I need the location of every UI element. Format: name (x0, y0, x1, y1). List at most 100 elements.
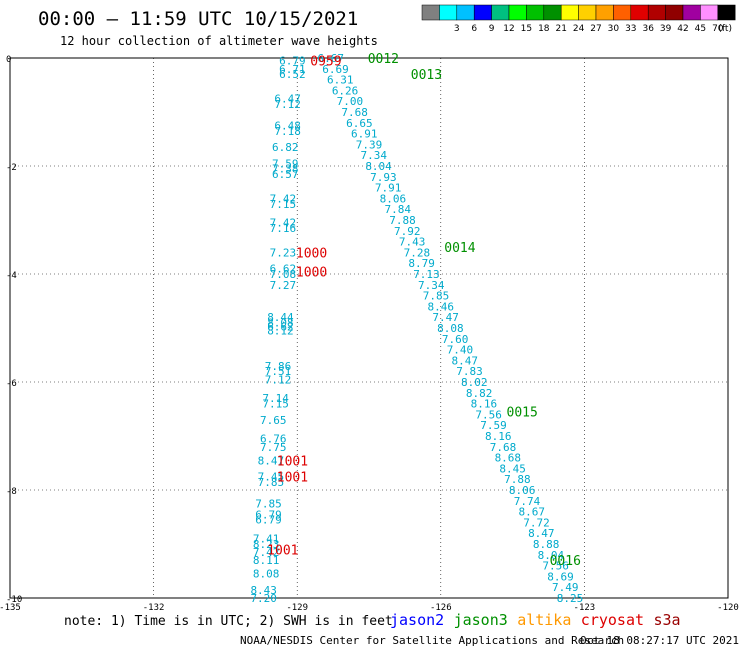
wave-height-value: 7.34 (361, 149, 388, 162)
wave-height-color-scale: 3 6 9 12 15 18 21 24 27 30 33 36 39 42 45 70(ft) (421, 4, 736, 34)
wave-height-value: 7.74 (514, 495, 541, 508)
scale-swatch (456, 4, 475, 21)
y-tick-labels: 0 -2 -4 -6 -8 -10 (6, 55, 22, 605)
scale-label: 21 (555, 24, 566, 34)
wave-height-value: 6.91 (351, 128, 378, 141)
wave-height-value: 7.12 (274, 98, 301, 111)
wave-height-value: 8.08 (267, 317, 294, 330)
wave-height-value: 7.56 (542, 560, 569, 573)
wave-height-value: 8.11 (253, 554, 280, 567)
scale-label: 27 (590, 24, 601, 34)
wave-height-value: 7.86 (265, 360, 292, 373)
wave-height-value: 7.42 (253, 546, 280, 559)
scale-label: 9 (489, 24, 495, 34)
pass-time-label: 0014 (444, 241, 475, 256)
wave-height-value: 6.79 (255, 508, 282, 521)
chart-title: 00:00 – 11:59 UTC 10/15/2021 (38, 8, 358, 30)
wave-height-value: 6.76 (260, 433, 287, 446)
wave-height-value: 8.46 (428, 300, 455, 313)
scale-swatch (473, 4, 492, 21)
wave-height-value: 7.00 (337, 95, 364, 108)
scale-swatch (665, 4, 684, 21)
wave-height-value: 7.20 (250, 592, 277, 605)
wave-height-value: 7.16 (270, 222, 297, 235)
wave-height-value: 7.75 (260, 441, 287, 454)
scale-swatch (595, 4, 614, 21)
wave-height-value: 7.39 (356, 138, 383, 151)
wave-height-value: 6.71 (279, 63, 306, 76)
scale-label: 39 (660, 24, 672, 34)
wave-height-value: 8.08 (437, 322, 464, 335)
wave-height-value: 7.14 (262, 392, 289, 405)
wave-height-value: 7.85 (423, 290, 450, 303)
satellite-label-s3a: s3a (654, 611, 681, 629)
pass-time-label: 0015 (507, 406, 538, 421)
satellite-label-altika: altika (517, 611, 571, 629)
wave-height-value: 8.06 (380, 192, 407, 205)
x-tick-label: -126 (430, 603, 452, 613)
wave-height-value: 7.15 (262, 398, 289, 411)
scale-unit: (ft) (718, 24, 732, 34)
wave-height-value: 7.38 (272, 163, 299, 176)
scale-swatch (491, 4, 510, 21)
wave-height-value: 7.60 (442, 333, 469, 346)
wave-height-value: 7.59 (272, 157, 299, 170)
satellite-label-cryosat: cryosat (581, 611, 644, 629)
wave-height-value: 8.23 (253, 538, 280, 551)
x-tick-label: -120 (717, 603, 739, 613)
wave-height-value: 7.84 (384, 203, 411, 216)
wave-height-value: 7.85 (255, 498, 282, 511)
scale-swatch (526, 4, 545, 21)
wave-height-value: 8.82 (466, 387, 493, 400)
wave-height-values: 6.796.716.526.477.126.487.186.827.597.38… (250, 52, 583, 605)
satellite-legend: jason2 jason3 altika cryosat s3a (390, 611, 681, 629)
plot-frame (9, 57, 729, 599)
wave-height-value: 6.79 (255, 514, 282, 527)
wave-height-value: 8.04 (538, 549, 565, 562)
wave-height-value: 8.88 (533, 538, 560, 551)
wave-height-value: 8.06 (509, 484, 536, 497)
scale-swatch (421, 4, 440, 21)
scale-swatch (613, 4, 632, 21)
wave-height-value: 7.91 (375, 182, 402, 195)
wave-height-value: 7.59 (480, 419, 507, 432)
wave-height-value: 7.43 (399, 236, 426, 249)
pass-time-label: 0012 (368, 52, 399, 67)
wave-height-value: 8.47 (451, 354, 478, 367)
pass-time-label: 1001 (277, 471, 308, 486)
chart-subtitle: 12 hour collection of altimeter wave hei… (60, 34, 378, 48)
scale-swatch (543, 4, 562, 21)
wave-height-value: 8.02 (461, 376, 488, 389)
scale-label: 45 (695, 24, 706, 34)
y-tick-label: -10 (6, 595, 22, 605)
wave-height-value: 8.43 (250, 584, 277, 597)
scale-label: 30 (608, 24, 620, 34)
wave-height-value: 7.27 (270, 279, 297, 292)
wave-height-value: 8.79 (408, 257, 435, 270)
pass-time-label: 1001 (267, 543, 298, 558)
wave-height-value: 7.18 (274, 125, 301, 138)
satellite-label-jason2: jason2 (390, 611, 444, 629)
scale-swatch (439, 4, 458, 21)
wave-height-value: 6.57 (272, 168, 299, 181)
y-tick-label: -6 (6, 379, 17, 389)
wave-height-value: 7.15 (270, 198, 297, 211)
plot-area: -135 -132 -129 -126 -123 -120 0 -2 -4 -6 -8 -10 6.… (0, 52, 739, 613)
scale-swatch (647, 4, 666, 21)
wave-height-value: 7.42 (270, 192, 297, 205)
wave-height-value: 6.65 (346, 117, 373, 130)
wave-height-value: 7.92 (394, 225, 421, 238)
scale-label: 18 (538, 24, 550, 34)
wave-height-value: 8.45 (499, 462, 526, 475)
wave-height-value: 8.08 (253, 568, 280, 581)
wave-height-value: 8.69 (547, 570, 574, 583)
pass-time-label: 1000 (296, 265, 327, 280)
wave-height-value: 7.40 (447, 344, 474, 357)
pass-time-label: 0959 (310, 55, 341, 70)
wave-height-value: 7.34 (418, 279, 445, 292)
scale-label: 6 (471, 24, 477, 34)
wave-height-value: 8.44 (267, 311, 294, 324)
wave-height-value: 8.67 (518, 506, 545, 519)
wave-height-value: 7.08 (270, 268, 297, 281)
wave-height-value: 7.65 (260, 414, 287, 427)
